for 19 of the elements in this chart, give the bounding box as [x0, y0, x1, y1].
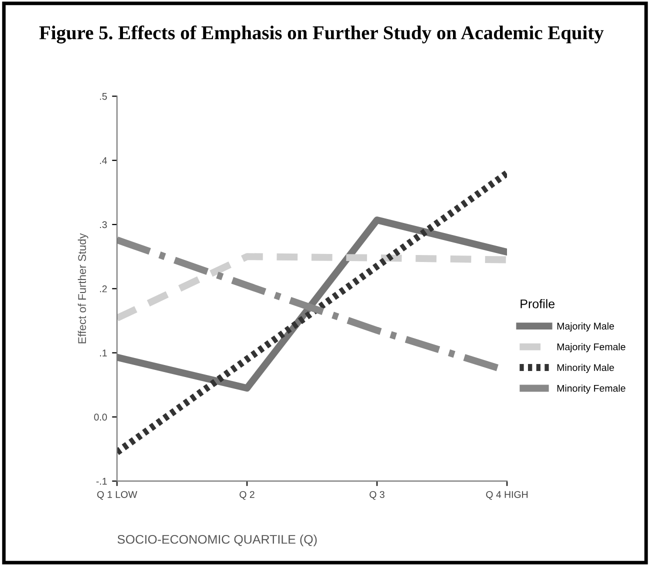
legend-label: Majority Male — [557, 322, 614, 332]
y-tick-label: .5 — [100, 93, 107, 100]
x-tick-label: Q 4 HIGH — [486, 491, 528, 500]
y-tick-label: .1 — [100, 350, 107, 356]
x-tick-label: Q 1 LOW — [97, 491, 138, 500]
y-tick-label: 0.0 — [94, 414, 107, 421]
y-tick-label: .4 — [100, 157, 107, 164]
legend-label: Minority Female — [557, 384, 626, 394]
x-tick-label: Q 3 — [370, 491, 384, 500]
chart-title: Figure 5. Effects of Emphasis on Further Study on Academic Equity — [39, 25, 604, 44]
x-tick-label: Q 2 — [240, 491, 254, 500]
y-axis-title: Effect of Further Study — [78, 233, 88, 344]
y-tick-label: -.1 — [96, 478, 107, 485]
y-tick-label: .3 — [100, 221, 107, 228]
legend-label: Majority Female — [557, 343, 626, 352]
y-tick-label: .2 — [100, 285, 107, 292]
legend-title: Profile — [520, 299, 555, 308]
legend-label: Minority Male — [557, 364, 614, 373]
x-axis-title: SOCIO-ECONOMIC QUARTILE (Q) — [118, 534, 317, 546]
